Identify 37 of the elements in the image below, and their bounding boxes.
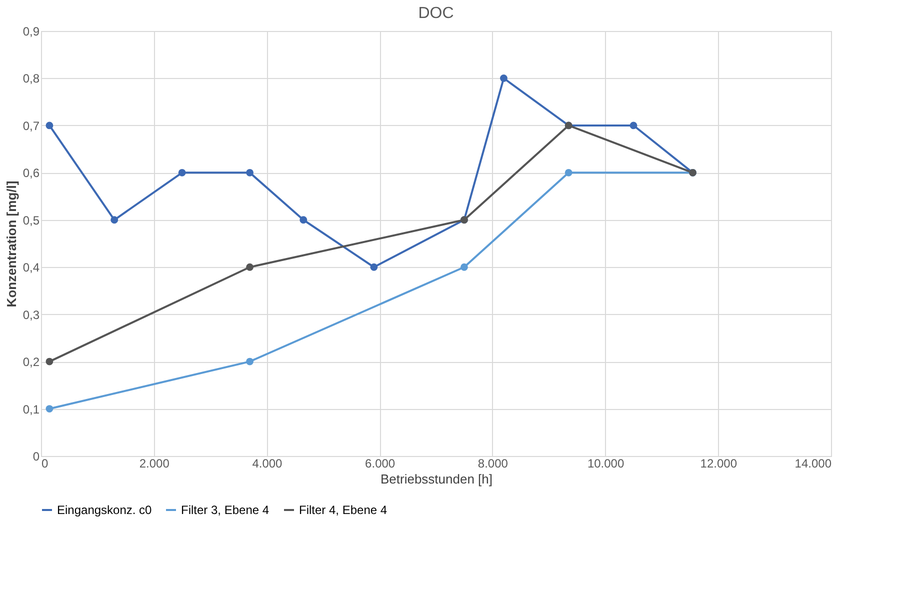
y-tick-label: 0,3 [22, 308, 40, 322]
y-axis-title: Konzentration [mg/l] [4, 180, 19, 308]
point [564, 168, 572, 176]
x-tick-label: 10.000 [587, 456, 624, 470]
point [46, 405, 54, 412]
legend-label: Filter 3, Ebene 4 [181, 503, 270, 517]
point [246, 263, 254, 271]
point [46, 358, 54, 366]
y-tick-label: 0,1 [22, 402, 40, 416]
point [300, 216, 308, 224]
chart-title: DOC [418, 5, 454, 22]
y-tick-label: 0,4 [22, 260, 40, 275]
point [370, 263, 378, 271]
x-tick-label: 12.000 [700, 456, 738, 470]
point [246, 358, 254, 366]
x-tick-label: 6.000 [365, 456, 396, 470]
legend-label: Eingangskonz. c0 [57, 503, 152, 517]
x-tick-label: 4.000 [252, 456, 283, 470]
y-tick-label: 0,9 [22, 24, 40, 38]
y-tick-label: 0,7 [22, 118, 40, 133]
point [178, 168, 186, 176]
y-tick-label: 0,6 [22, 166, 40, 180]
point [500, 74, 508, 82]
point [630, 122, 638, 130]
y-tick-label: 0,8 [22, 72, 40, 86]
x-axis-title: Betriebsstunden [h] [380, 472, 493, 486]
x-tick-label: 2.000 [139, 456, 170, 470]
point [246, 168, 254, 176]
point [110, 216, 118, 224]
x-tick-label: 8.000 [478, 456, 508, 470]
x-tick-label: 0 [42, 456, 48, 470]
y-tick-label: 0,2 [22, 355, 40, 370]
y-tick-label: 0,5 [22, 213, 40, 228]
point [46, 122, 54, 130]
x-tick-label: 14.000 [794, 456, 832, 470]
point [460, 263, 468, 271]
legend-label: Filter 4, Ebene 4 [299, 503, 388, 517]
